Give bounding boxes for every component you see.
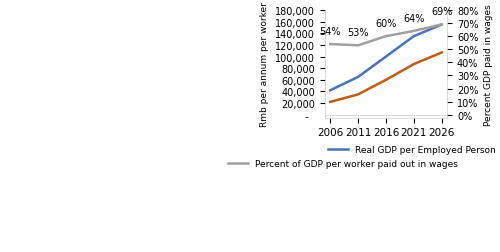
Y-axis label: Rmb per annum per worker: Rmb per annum per worker (260, 2, 270, 127)
Text: 64%: 64% (403, 14, 424, 23)
Text: 54%: 54% (320, 26, 341, 37)
Text: -: - (304, 112, 308, 122)
Legend: Percent of GDP per worker paid out in wages: Percent of GDP per worker paid out in wa… (224, 156, 462, 172)
Text: 60%: 60% (376, 19, 396, 29)
Legend: Real GDP per Employed Person, Average Wage per Employed Person: Real GDP per Employed Person, Average Wa… (324, 142, 500, 158)
Text: 53%: 53% (348, 28, 369, 38)
Y-axis label: Percent GDP paid in wages: Percent GDP paid in wages (484, 4, 493, 125)
Text: 69%: 69% (431, 7, 452, 17)
